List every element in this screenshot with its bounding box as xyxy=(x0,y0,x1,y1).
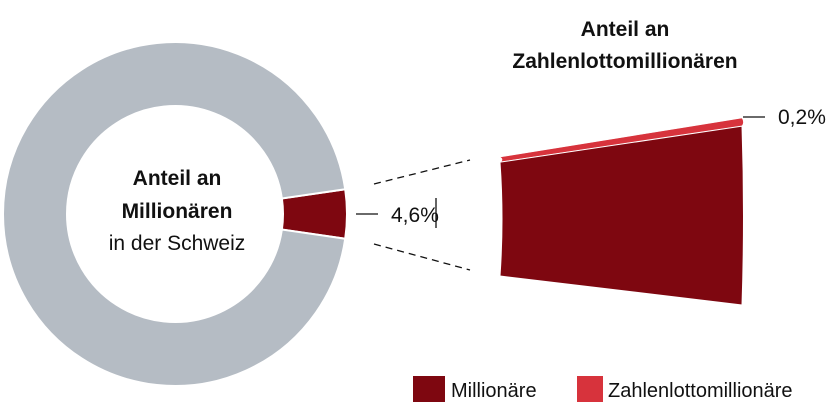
legend-swatch-millionaere xyxy=(413,376,445,402)
breakdown-slice-millionaere xyxy=(499,125,744,306)
donut-slice-rest xyxy=(2,41,347,387)
donut-chart xyxy=(2,41,348,387)
breakdown-slice-label: 0,2% xyxy=(778,106,826,129)
breakdown-title-line1: Anteil an xyxy=(581,18,670,41)
legend-label-zahlenlottomillionaere: Zahlenlottomillionäre xyxy=(608,380,793,402)
legend-swatch-zahlenlottomillionaere xyxy=(577,376,603,402)
donut-subtitle: in der Schweiz xyxy=(109,232,246,255)
breakdown-chart xyxy=(499,117,744,306)
breakdown-title-line2: Zahlenlottomillionären xyxy=(512,50,737,73)
donut-title-line2: Millionären xyxy=(122,200,233,223)
legend: Millionäre Zahlenlottomillionäre xyxy=(413,376,793,402)
connector-line-bottom xyxy=(373,243,471,271)
legend-label-millionaere: Millionäre xyxy=(451,380,537,402)
connector-line-top xyxy=(373,159,471,185)
donut-title-line1: Anteil an xyxy=(133,167,222,190)
donut-slice-label: 4,6% xyxy=(391,204,439,227)
